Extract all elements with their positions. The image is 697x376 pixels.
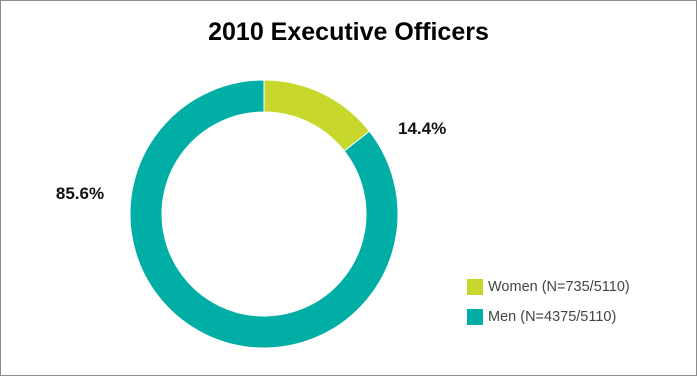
chart-title: 2010 Executive Officers: [208, 18, 489, 46]
slice-women: [263, 79, 371, 152]
slice-men: [129, 79, 399, 349]
data-label-women: 14.4%: [398, 119, 446, 138]
data-label-men: 85.6%: [56, 184, 104, 203]
legend-swatch-men: [467, 309, 483, 325]
legend-label-women: Women (N=735/5110): [488, 279, 630, 295]
legend-item-men: Men (N=4375/5110): [467, 302, 630, 332]
legend-item-women: Women (N=735/5110): [467, 272, 630, 302]
legend: Women (N=735/5110) Men (N=4375/5110): [467, 272, 630, 332]
legend-swatch-women: [467, 279, 483, 295]
legend-label-men: Men (N=4375/5110): [488, 309, 617, 325]
